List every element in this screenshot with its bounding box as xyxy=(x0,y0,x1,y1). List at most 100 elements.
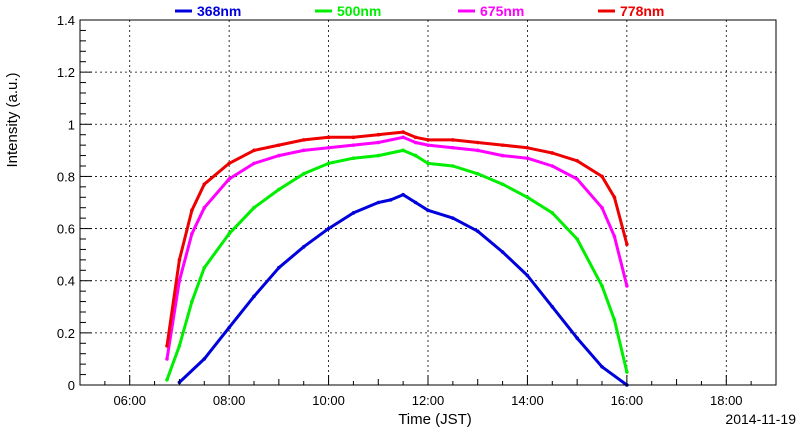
data-point-778nm xyxy=(525,145,530,150)
data-point-778nm xyxy=(575,158,579,163)
y-tick-label: 0.2 xyxy=(57,326,75,341)
data-point-778nm xyxy=(277,143,281,147)
data-point-675nm xyxy=(190,231,194,236)
data-point-778nm xyxy=(413,135,418,140)
data-point-368nm xyxy=(413,200,418,205)
data-point-368nm xyxy=(376,200,381,205)
data-point-778nm xyxy=(612,195,617,200)
data-point-778nm xyxy=(165,344,169,348)
data-point-778nm xyxy=(401,130,405,134)
data-point-500nm xyxy=(426,161,430,166)
data-point-368nm xyxy=(600,364,604,369)
data-point-778nm xyxy=(475,140,480,145)
data-point-778nm xyxy=(451,138,455,142)
data-point-675nm xyxy=(413,140,418,145)
data-point-778nm xyxy=(376,132,381,137)
data-point-675nm xyxy=(376,140,381,145)
data-point-675nm xyxy=(525,156,530,160)
data-point-500nm xyxy=(326,161,331,166)
data-point-368nm xyxy=(550,304,555,309)
date-label: 2014-11-19 xyxy=(725,411,796,427)
data-point-500nm xyxy=(376,153,381,158)
series-line-368nm xyxy=(177,193,629,387)
data-point-675nm xyxy=(612,234,617,239)
data-point-500nm xyxy=(177,344,182,348)
x-tick-label: 18:00 xyxy=(710,393,743,408)
data-point-778nm xyxy=(190,208,194,213)
data-point-778nm xyxy=(202,182,207,187)
data-point-368nm xyxy=(451,216,455,220)
data-point-368nm xyxy=(401,192,405,197)
data-point-368nm xyxy=(326,226,331,231)
y-tick-label: 0 xyxy=(68,378,75,393)
data-point-778nm xyxy=(301,138,306,142)
data-point-500nm xyxy=(612,318,617,322)
data-point-675nm xyxy=(252,161,256,166)
data-point-500nm xyxy=(550,211,555,215)
data-point-500nm xyxy=(165,377,169,382)
data-point-500nm xyxy=(525,195,530,200)
data-point-778nm xyxy=(500,143,505,147)
data-point-675nm xyxy=(277,153,281,158)
legend-label-500nm: 500nm xyxy=(337,3,381,19)
data-point-675nm xyxy=(550,164,555,168)
data-point-500nm xyxy=(190,299,194,304)
x-tick-label: 08:00 xyxy=(213,393,246,408)
y-tick-label: 0.6 xyxy=(57,222,75,237)
data-point-368nm xyxy=(426,208,430,213)
data-point-368nm xyxy=(575,336,579,340)
data-point-675nm xyxy=(202,205,207,210)
data-point-675nm xyxy=(351,143,356,147)
data-point-500nm xyxy=(413,153,418,158)
legend: 368nm 500nm 675nm 778nm xyxy=(175,3,664,19)
data-point-500nm xyxy=(351,156,356,160)
series-line-500nm xyxy=(165,148,629,382)
data-point-368nm xyxy=(202,357,207,361)
data-point-675nm xyxy=(165,357,169,361)
data-point-500nm xyxy=(475,172,480,176)
data-point-500nm xyxy=(301,172,306,176)
data-point-500nm xyxy=(575,237,579,241)
y-tick-label: 0.4 xyxy=(57,274,75,289)
data-point-778nm xyxy=(227,161,231,166)
legend-label-778nm: 778nm xyxy=(620,3,664,19)
data-point-500nm xyxy=(252,205,256,210)
legend-label-368nm: 368nm xyxy=(197,3,241,19)
data-point-778nm xyxy=(351,135,356,140)
y-tick-label: 1.2 xyxy=(57,65,75,80)
data-point-368nm xyxy=(227,325,231,330)
x-tick-label: 14:00 xyxy=(511,393,544,408)
data-point-778nm xyxy=(426,138,430,142)
data-point-675nm xyxy=(227,177,231,181)
data-point-778nm xyxy=(600,174,604,179)
y-axis-title: Intensity (a.u.) xyxy=(4,72,21,167)
y-tick-label: 0.8 xyxy=(57,169,75,184)
data-point-675nm xyxy=(301,148,306,153)
data-point-500nm xyxy=(202,265,207,270)
x-tick-label: 10:00 xyxy=(312,393,345,408)
data-point-500nm xyxy=(625,370,629,374)
data-point-500nm xyxy=(401,148,405,153)
data-point-368nm xyxy=(301,245,306,249)
data-point-368nm xyxy=(525,273,530,278)
y-tick-label: 1 xyxy=(68,117,75,132)
data-point-675nm xyxy=(575,177,579,181)
data-point-500nm xyxy=(277,187,281,192)
data-point-500nm xyxy=(227,231,231,236)
x-tick-label: 16:00 xyxy=(611,393,644,408)
data-point-675nm xyxy=(500,153,505,158)
data-point-368nm xyxy=(388,198,393,202)
data-point-368nm xyxy=(500,250,505,254)
series-lines xyxy=(165,130,629,387)
data-point-675nm xyxy=(625,284,629,288)
data-point-368nm xyxy=(351,211,356,215)
data-point-778nm xyxy=(550,151,555,155)
legend-label-675nm: 675nm xyxy=(480,3,524,19)
data-point-675nm xyxy=(177,278,182,283)
grid xyxy=(80,20,776,385)
data-point-675nm xyxy=(600,205,604,210)
axis-ticks: 06:00 08:00 10:00 12:00 14:00 16:00 18:00 0 0.2 0… xyxy=(57,13,777,408)
data-point-500nm xyxy=(600,284,604,288)
x-axis-title: Time (JST) xyxy=(398,411,472,428)
